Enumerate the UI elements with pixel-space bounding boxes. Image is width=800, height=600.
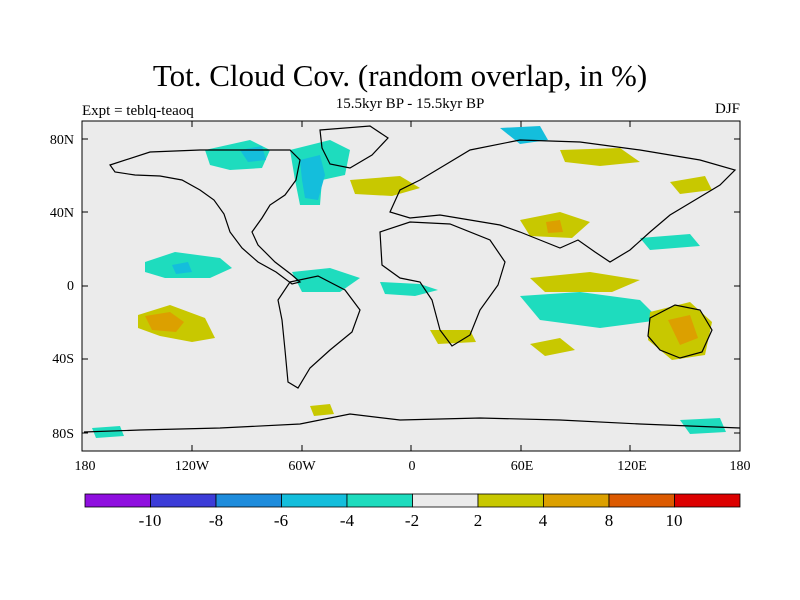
colorbar-box-1: [150, 493, 217, 508]
lon-label-60e: 60E: [510, 459, 534, 474]
anomaly-east-atlantic: [380, 282, 438, 296]
anomaly-north-pacific-west: [670, 176, 712, 194]
anomaly-indian-ocean: [520, 292, 660, 328]
chart-subtitle: 15.5kyr BP - 15.5kyr BP: [335, 96, 485, 112]
colorbar-box-5: [412, 493, 479, 508]
anomaly-middle-east-core: [546, 220, 563, 233]
anomaly-barents: [500, 126, 548, 144]
coast-south-america: [277, 275, 361, 389]
coast-eurasia: [389, 139, 737, 263]
anomaly-layer: [92, 126, 726, 438]
lat-label-80n: 80N: [49, 133, 74, 148]
anomaly-southern-ocean-1: [530, 338, 575, 356]
lat-label-40s: 40S: [52, 352, 74, 367]
colorbar-box-2: [215, 493, 282, 508]
colorbar-box-4: [346, 493, 413, 508]
lon-label-120w: 120W: [174, 459, 210, 474]
colorbar: [84, 493, 741, 508]
colorbar-label-4: 4: [538, 511, 548, 530]
lon-label-0: 0: [408, 459, 416, 474]
coast-greenland: [319, 125, 389, 169]
anomaly-central-pacific-core: [172, 262, 192, 274]
colorbar-label-neg8: -8: [208, 511, 224, 530]
anomaly-southern-ocean-5: [92, 426, 124, 438]
anomaly-equatorial-indian: [530, 272, 640, 292]
anomaly-south-pacific-core: [145, 312, 184, 332]
lon-label-180w: 180: [74, 459, 96, 474]
lat-label-80s: 80S: [52, 427, 74, 442]
experiment-label: Expt = teblq-teaoq: [82, 103, 194, 119]
lon-label-120e: 120E: [617, 459, 647, 474]
lon-label-180e: 180: [729, 459, 751, 474]
colorbar-label-10: 10: [665, 511, 683, 530]
colorbar-box-6: [477, 493, 544, 508]
colorbar-label-neg2: -2: [404, 511, 420, 530]
anomaly-kara: [560, 148, 640, 166]
anomaly-australia-core: [668, 315, 698, 345]
axis-ticks: [82, 121, 740, 451]
colorbar-box-7: [543, 493, 610, 508]
lat-label-40n: 40N: [49, 206, 74, 221]
anomaly-southern-ocean-2: [430, 330, 476, 344]
season-label: DJF: [714, 101, 740, 117]
coast-australia: [647, 304, 713, 359]
chart-title: Tot. Cloud Cov. (random overlap, in %): [152, 58, 648, 93]
coast-north-america: [109, 149, 302, 285]
coast-africa: [379, 221, 506, 347]
colorbar-box-9: [674, 493, 741, 508]
anomaly-west-pacific: [640, 234, 700, 250]
anomaly-europe: [350, 176, 420, 196]
anomaly-southern-ocean-4: [310, 404, 334, 416]
colorbar-box-3: [281, 493, 348, 508]
colorbar-label-8: 8: [604, 511, 614, 530]
colorbar-box-0: [84, 493, 151, 508]
lat-label-0: 0: [67, 279, 74, 294]
lon-label-60w: 60W: [288, 459, 316, 474]
colorbar-label-neg4: -4: [339, 511, 355, 530]
colorbar-label-neg10: -10: [138, 511, 162, 530]
colorbar-box-8: [608, 493, 675, 508]
coastlines: [83, 125, 741, 433]
coast-antarctica: [83, 413, 741, 433]
anomaly-labrador: [300, 155, 325, 200]
colorbar-label-neg6: -6: [273, 511, 289, 530]
colorbar-label-2: 2: [473, 511, 483, 530]
